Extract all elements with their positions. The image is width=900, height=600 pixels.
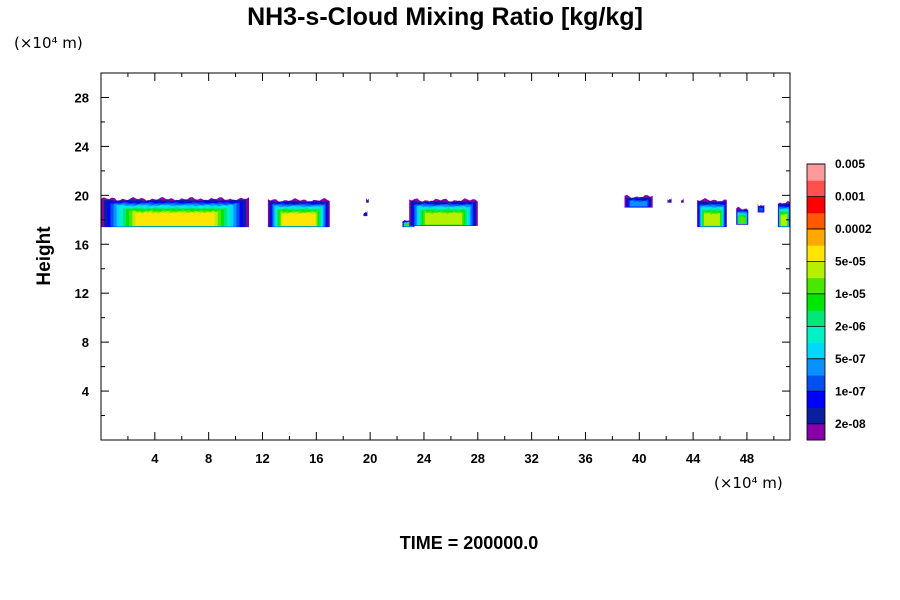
cloud-contour-band <box>780 213 788 226</box>
y-axis-unit: (×10⁴ m) <box>14 34 83 52</box>
cloud-contour-band <box>681 199 684 202</box>
time-label: TIME = 200000.0 <box>400 533 539 553</box>
x-tick-label: 12 <box>255 451 269 466</box>
colorbar-label: 1e-05 <box>835 287 866 301</box>
colorbar-label: 0.001 <box>835 189 865 203</box>
cloud-contour-band <box>630 200 647 207</box>
x-tick-label: 16 <box>309 451 323 466</box>
cloud-contour-band <box>759 207 764 212</box>
colorbar-label: 0.0002 <box>835 222 872 236</box>
cloud-contour-band <box>425 212 462 225</box>
x-axis-ticks: 4 8 12 16 20 24 28 32 36 40 44 48 <box>100 73 775 466</box>
cloud-contour-band <box>366 199 369 202</box>
colorbar-swatch <box>807 358 825 376</box>
x-tick-label: 24 <box>417 451 432 466</box>
colorbar-swatch <box>807 196 825 214</box>
cloud-contour-band <box>668 199 672 202</box>
x-tick-label: 32 <box>524 451 538 466</box>
x-tick-label: 44 <box>686 451 701 466</box>
colorbar-swatch <box>807 245 825 262</box>
cloud-field <box>101 194 790 228</box>
y-axis-label: Height <box>34 226 55 286</box>
colorbar: 2e-08 1e-07 5e-07 2e-06 1e-05 5e-05 0.0002 0.00… <box>806 157 872 441</box>
colorbar-swatch <box>807 261 825 279</box>
x-axis-unit: (×10⁴ m) <box>714 474 783 492</box>
x-tick-label: 36 <box>578 451 592 466</box>
colorbar-label: 2e-08 <box>835 417 866 431</box>
colorbar-swatch <box>807 164 825 181</box>
colorbar-swatch <box>807 228 825 246</box>
y-axis-ticks: 4 8 12 16 20 24 28 <box>75 72 790 441</box>
x-tick-label: 28 <box>471 451 485 466</box>
x-tick-label: 48 <box>740 451 754 466</box>
colorbar-label: 5e-05 <box>835 254 866 268</box>
colorbar-swatch <box>807 407 825 425</box>
y-tick-label: 12 <box>75 286 89 301</box>
cloud-contour-band <box>135 212 215 226</box>
y-tick-label: 8 <box>82 335 89 350</box>
colorbar-swatch <box>807 423 825 441</box>
cloud-contour-band <box>738 215 746 224</box>
x-tick-label: 40 <box>632 451 646 466</box>
plot-frame <box>100 72 791 441</box>
colorbar-swatch <box>807 277 825 295</box>
x-tick-label: 8 <box>205 451 212 466</box>
colorbar-swatch <box>807 310 825 327</box>
cloud-contour-band <box>282 212 316 226</box>
chart-title: NH3-s-Cloud Mixing Ratio [kg/kg] <box>247 3 643 31</box>
cloud-contour-band <box>364 213 367 216</box>
y-tick-label: 28 <box>75 90 89 105</box>
colorbar-swatch <box>807 180 825 197</box>
colorbar-swatch <box>807 375 825 392</box>
colorbar-swatch <box>807 293 825 311</box>
colorbar-swatch <box>807 326 825 344</box>
colorbar-label: 5e-07 <box>835 352 866 366</box>
cloud-contour-band <box>704 212 720 226</box>
colorbar-swatch <box>807 212 825 230</box>
y-tick-label: 20 <box>75 188 89 203</box>
colorbar-swatch <box>807 391 825 409</box>
y-tick-label: 24 <box>75 139 90 154</box>
colorbar-label: 2e-06 <box>835 319 866 333</box>
x-tick-label: 4 <box>151 451 159 466</box>
colorbar-label: 0.005 <box>835 157 865 171</box>
x-tick-label: 20 <box>363 451 377 466</box>
y-tick-label: 16 <box>75 237 89 252</box>
colorbar-label: 1e-07 <box>835 384 866 398</box>
colorbar-swatch <box>807 342 825 360</box>
y-tick-label: 4 <box>82 384 90 399</box>
